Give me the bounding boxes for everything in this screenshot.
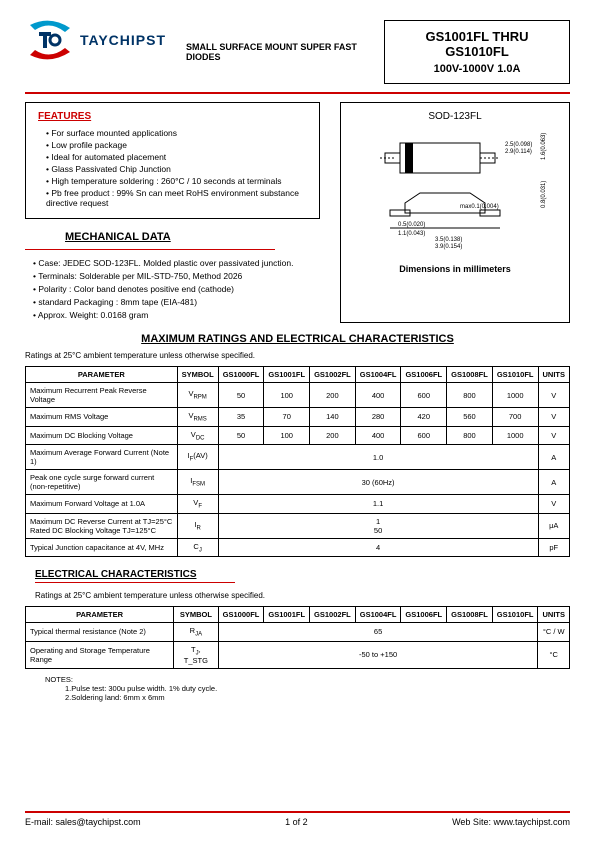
footer-email: E-mail: sales@taychipst.com	[25, 817, 141, 827]
logo-icon	[25, 20, 75, 60]
elec-table: PARAMETERSYMBOLGS1000FLGS1001FLGS1002FLG…	[25, 606, 570, 669]
svg-text:3.5(0.138): 3.5(0.138)	[435, 237, 462, 243]
mech-item: Polarity : Color band denotes positive e…	[33, 284, 320, 294]
divider	[35, 582, 235, 583]
ratings-note: Ratings at 25°C ambient temperature unle…	[25, 351, 570, 360]
feature-item: For surface mounted applications	[46, 128, 307, 138]
notes-block: NOTES: 1.Pulse test: 300u pulse width. 1…	[45, 675, 570, 702]
svg-text:0.5(0.020): 0.5(0.020)	[398, 222, 425, 228]
package-diagram: SOD-123FL 2.5(0.098) 2.9(0.114) 1.6(0.06…	[340, 102, 570, 323]
divider	[25, 249, 275, 250]
brand-name: TAYCHIPST	[80, 32, 166, 48]
features-heading: FEATURES	[38, 111, 307, 122]
package-label: SOD-123FL	[349, 111, 561, 122]
note-item: 1.Pulse test: 300u pulse width. 1% duty …	[65, 684, 570, 693]
dimension-drawing: 2.5(0.098) 2.9(0.114) 1.6(0.063) 0.5(0.0…	[349, 128, 561, 258]
svg-text:2.9(0.114): 2.9(0.114)	[505, 149, 532, 155]
feature-item: High temperature soldering : 260°C / 10 …	[46, 176, 307, 186]
elec-note: Ratings at 25°C ambient temperature unle…	[35, 591, 570, 600]
features-box: FEATURES For surface mounted application…	[25, 102, 320, 219]
svg-text:0.8(0.031): 0.8(0.031)	[541, 181, 547, 208]
feature-item: Low profile package	[46, 140, 307, 150]
part-range: GS1001FL THRU GS1010FL	[400, 29, 554, 59]
elec-heading: ELECTRICAL CHARACTERISTICS	[35, 569, 570, 580]
logo: TAYCHIPST	[25, 20, 166, 60]
mech-heading: MECHANICAL DATA	[65, 231, 320, 243]
footer-page: 1 of 2	[285, 817, 308, 827]
spec-summary: 100V-1000V 1.0A	[400, 63, 554, 75]
product-subtitle: SMALL SURFACE MOUNT SUPER FAST DIODES	[186, 42, 374, 62]
footer-site: Web Site: www.taychipst.com	[452, 817, 570, 827]
header: TAYCHIPST SMALL SURFACE MOUNT SUPER FAST…	[25, 20, 570, 84]
footer: E-mail: sales@taychipst.com 1 of 2 Web S…	[25, 811, 570, 827]
dimension-caption: Dimensions in millimeters	[349, 264, 561, 274]
title-box: GS1001FL THRU GS1010FL 100V-1000V 1.0A	[384, 20, 570, 84]
features-list: For surface mounted applications Low prof…	[38, 128, 307, 208]
svg-text:2.5(0.098): 2.5(0.098)	[505, 142, 532, 148]
ratings-table: PARAMETERSYMBOLGS1000FLGS1001FLGS1002FLG…	[25, 366, 570, 557]
note-item: 2.Soldering land: 6mm x 6mm	[65, 693, 570, 702]
feature-item: Glass Passivated Chip Junction	[46, 164, 307, 174]
ratings-heading: MAXIMUM RATINGS AND ELECTRICAL CHARACTER…	[25, 333, 570, 345]
divider	[25, 92, 570, 94]
svg-text:1.1(0.043): 1.1(0.043)	[398, 231, 425, 237]
svg-text:3.9(0.154): 3.9(0.154)	[435, 244, 462, 250]
feature-item: Ideal for automated placement	[46, 152, 307, 162]
feature-item: Pb free product : 99% Sn can meet RoHS e…	[46, 188, 307, 208]
mech-item: Terminals: Solderable per MIL-STD-750, M…	[33, 271, 320, 281]
mech-list: Case: JEDEC SOD-123FL. Molded plastic ov…	[25, 258, 320, 320]
mech-item: Approx. Weight: 0.0168 gram	[33, 310, 320, 320]
svg-text:1.6(0.063): 1.6(0.063)	[541, 133, 547, 160]
svg-text:max0.1(0.004): max0.1(0.004)	[460, 204, 499, 210]
mech-item: Case: JEDEC SOD-123FL. Molded plastic ov…	[33, 258, 320, 268]
notes-heading: NOTES:	[45, 675, 570, 684]
mech-item: standard Packaging : 8mm tape (EIA-481)	[33, 297, 320, 307]
